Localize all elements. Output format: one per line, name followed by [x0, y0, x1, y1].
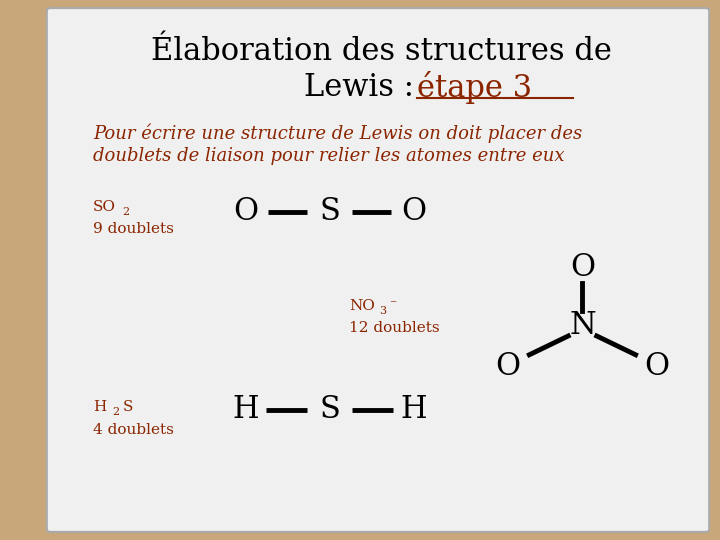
Text: H: H	[401, 394, 427, 425]
Text: Lewis :: Lewis :	[304, 72, 423, 103]
Text: H: H	[94, 400, 107, 414]
Text: 3: 3	[379, 306, 386, 315]
Text: H: H	[233, 394, 258, 425]
Text: S: S	[122, 400, 132, 414]
Text: étape 3: étape 3	[418, 71, 532, 104]
FancyBboxPatch shape	[47, 8, 709, 532]
Text: Élaboration des structures de: Élaboration des structures de	[151, 36, 612, 68]
Text: NO: NO	[349, 299, 375, 313]
Text: 4 doublets: 4 doublets	[94, 423, 174, 437]
Text: S: S	[320, 394, 340, 425]
Text: SO: SO	[94, 200, 116, 213]
Text: O: O	[402, 196, 426, 227]
Text: 2: 2	[122, 207, 130, 217]
Text: S: S	[320, 196, 340, 227]
Text: O: O	[495, 351, 521, 382]
Text: 2: 2	[112, 407, 119, 417]
Text: O: O	[644, 351, 670, 382]
Text: doublets de liaison pour relier les atomes entre eux: doublets de liaison pour relier les atom…	[94, 147, 564, 165]
Text: Pour écrire une structure de Lewis on doit placer des: Pour écrire une structure de Lewis on do…	[94, 123, 582, 143]
Text: 12 doublets: 12 doublets	[349, 321, 440, 335]
Text: 9 doublets: 9 doublets	[94, 222, 174, 237]
Text: ⁻: ⁻	[390, 299, 397, 313]
Text: N: N	[569, 310, 596, 341]
Text: O: O	[570, 252, 595, 283]
Text: O: O	[233, 196, 258, 227]
